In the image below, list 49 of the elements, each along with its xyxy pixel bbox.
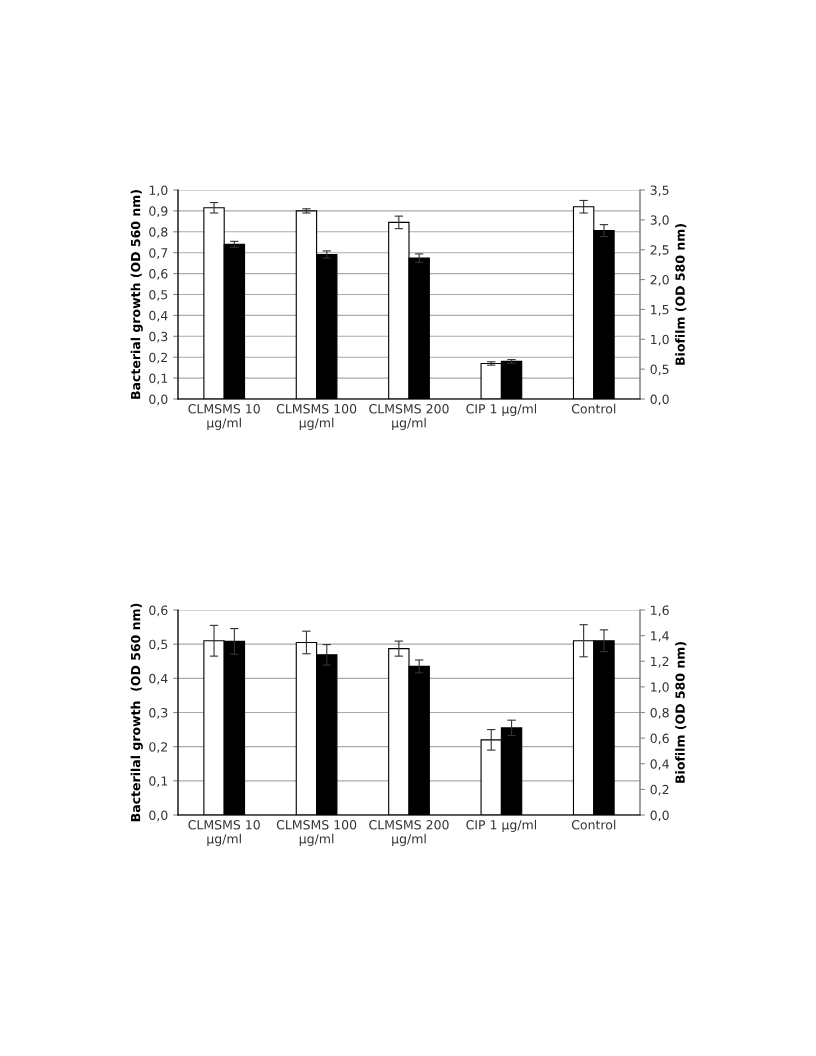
y-tick-label: 0,4 <box>149 673 168 685</box>
x-tick-label: CIP 1 µg/ml <box>466 403 537 416</box>
y2-tick-label: 0,6 <box>650 733 669 745</box>
y2-tick-label: 3,0 <box>650 215 669 227</box>
y-tick-label: 0,1 <box>149 373 168 385</box>
x-tick-label: CLMSMS 100 µg/ml <box>276 404 357 430</box>
y-tick-label: 0,0 <box>149 810 168 822</box>
y2-tick-label: 0,0 <box>650 394 669 406</box>
y-tick-label: 0,5 <box>149 639 168 651</box>
y2-axis-title: Biofilm (OD 580 nm) <box>675 642 687 783</box>
y-tick-label: 0,2 <box>149 352 168 364</box>
y2-tick-label: 0,5 <box>650 364 669 376</box>
y2-tick-label: 1,0 <box>651 334 669 346</box>
x-tick-label: Control <box>571 403 616 414</box>
y-tick-label: 1,0 <box>149 185 168 197</box>
x-tick-label: CLMSMS 10 µg/ml <box>188 404 260 430</box>
y-tick-label: 0,6 <box>149 269 168 280</box>
y2-tick-label: 2,0 <box>650 275 669 286</box>
x-tick-label: CLMSMS 200 µg/ml <box>369 820 449 846</box>
y-tick-label: 0,1 <box>149 776 168 788</box>
y2-tick-label: 1,5 <box>651 305 669 316</box>
y-tick-label: 0,9 <box>149 206 168 218</box>
y2-tick-label: 0,8 <box>650 707 669 719</box>
y2-tick-label: 3,5 <box>650 185 669 197</box>
x-tick-label: Control <box>571 819 616 830</box>
y2-tick-label: 0,4 <box>650 759 669 770</box>
y-axis-title: Bacterial growth (OD 560 nm) <box>130 190 143 399</box>
y2-axis-title: Biofilm (OD 580 nm) <box>675 224 687 365</box>
x-tick-label: CLMSMS 100 µg/ml <box>276 820 357 846</box>
y-tick-label: 0,3 <box>149 707 168 719</box>
y2-tick-label: 2,5 <box>650 245 669 256</box>
y-axis-title: Bacterilal growth (OD 560 nm) <box>130 603 143 822</box>
y2-tick-label: 1,0 <box>651 682 669 694</box>
y2-tick-label: 1,2 <box>651 656 669 668</box>
y2-tick-label: 0,0 <box>650 810 669 822</box>
y-tick-label: 0,4 <box>149 310 168 322</box>
y-tick-label: 0,7 <box>149 248 168 259</box>
y-tick-label: 0,6 <box>149 605 168 617</box>
x-tick-label: CLMSMS 200 µg/ml <box>369 404 449 430</box>
y2-tick-label: 1,4 <box>651 631 669 642</box>
y2-tick-label: 0,2 <box>650 784 669 796</box>
x-tick-label: CLMSMS 10 µg/ml <box>188 820 260 846</box>
y2-tick-label: 1,6 <box>651 605 669 617</box>
y-tick-label: 0,8 <box>149 227 168 238</box>
y-tick-label: 0,5 <box>149 289 168 301</box>
y-tick-label: 0,0 <box>149 394 168 406</box>
y-tick-label: 0,3 <box>149 331 168 343</box>
y-tick-label: 0,2 <box>149 742 168 753</box>
x-tick-label: CIP 1 µg/ml <box>466 819 537 832</box>
